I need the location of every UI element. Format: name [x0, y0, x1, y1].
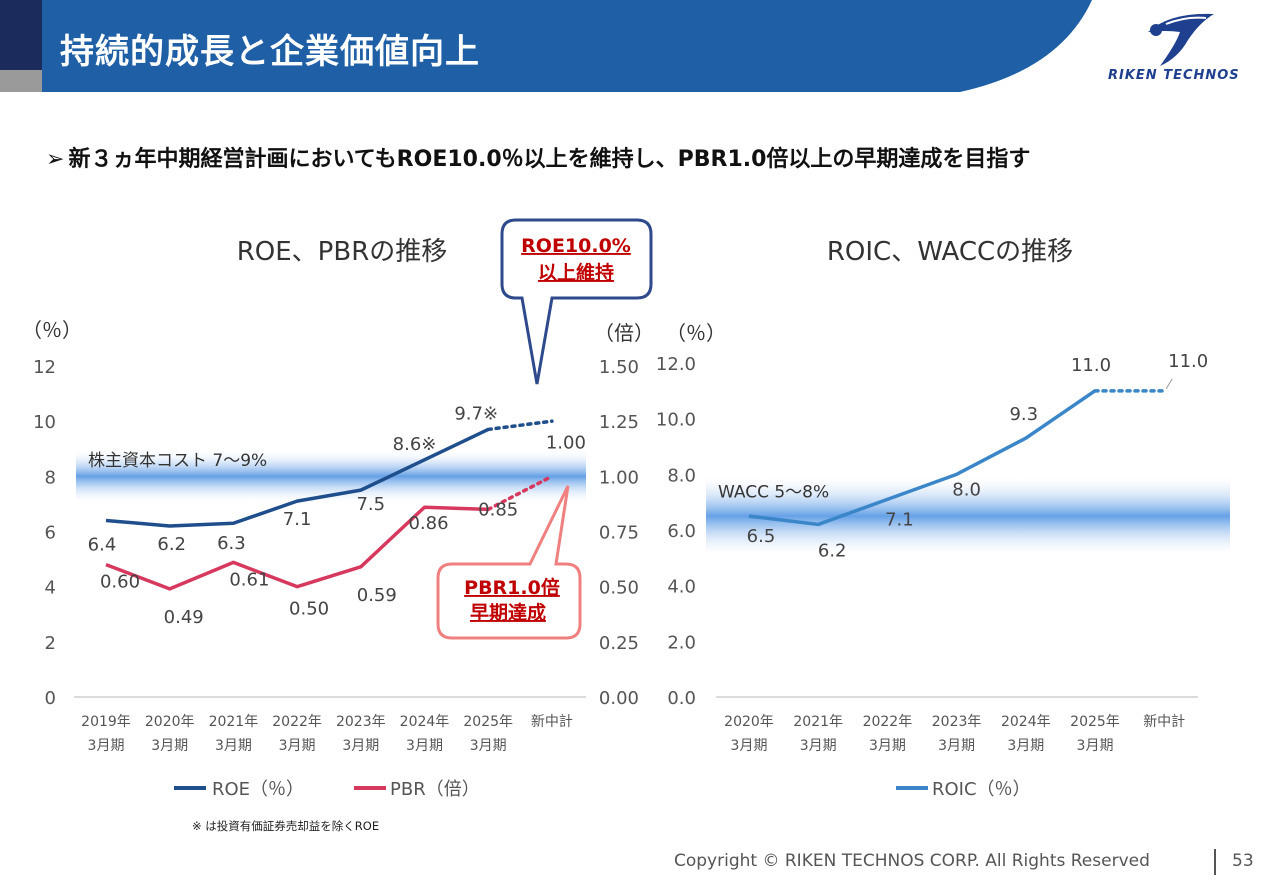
roe-callout: ROE10.0% 以上維持: [500, 218, 653, 385]
legend-roic-label: ROIC（％）: [932, 779, 1031, 800]
chart-title: ROIC、WACCの推移: [827, 237, 1073, 267]
category-label: 2023年 3月期: [336, 714, 386, 754]
category-label: 2024年 3月期: [1001, 714, 1051, 754]
category-label: 2025年 3月期: [1070, 714, 1120, 754]
category-label: 新中計: [1143, 714, 1185, 730]
roe-callout-line-2: 以上維持: [538, 261, 614, 284]
category-label: 新中計: [531, 714, 573, 730]
roe-data-label: 6.3: [217, 533, 246, 554]
left-tick-label: 6: [45, 523, 56, 544]
left-tick-label: 8.0: [667, 465, 696, 486]
page-number: 53: [1232, 851, 1254, 871]
roic-data-label: 6.5: [747, 526, 776, 547]
company-logo-icon: [1148, 13, 1214, 66]
legend-pbr-label: PBR（倍）: [390, 779, 480, 800]
left-tick-label: 4: [45, 578, 56, 599]
roe-pbr-chart: ROE、PBRの推移 （％） （倍） 株主資本コスト 7〜9% 0 2 4 6 8 10 1…: [22, 218, 654, 800]
left-tick-label: 2.0: [667, 632, 696, 653]
roic-data-label: 6.2: [818, 540, 847, 561]
category-label: 2022年 3月期: [863, 714, 913, 754]
roe-data-label: 8.6※: [393, 434, 437, 455]
roic-data-label: 8.0: [952, 479, 981, 500]
band-label: WACC 5〜8%: [718, 482, 829, 502]
roic-wacc-chart: ROIC、WACCの推移 （％） WACC 5〜8% 0.0 2.0 4.0 6.0 8…: [656, 237, 1230, 800]
pbr-data-label: 0.49: [164, 607, 204, 628]
roe-data-label: 7.1: [283, 509, 312, 530]
header-bar: [0, 0, 1092, 92]
roe-data-label: 7.5: [356, 494, 385, 515]
pbr-data-label: 0.61: [229, 569, 269, 590]
pbr-data-label: 0.50: [289, 599, 329, 620]
right-tick-label: 0.00: [599, 688, 639, 709]
category-label: 2023年 3月期: [932, 714, 982, 754]
roic-line: [748, 389, 1096, 527]
category-label: 2020年 3月期: [724, 714, 774, 754]
left-tick-label: 0.0: [667, 688, 696, 709]
footnote: ※ は投資有価証券売却益を除くROE: [192, 819, 380, 833]
left-tick-label: 4.0: [667, 577, 696, 598]
legend-roe-label: ROE（％）: [212, 779, 304, 800]
wacc-band: [706, 474, 1230, 558]
roic-data-label: 7.1: [885, 509, 914, 530]
category-label: 2019年 3月期: [81, 714, 131, 754]
page-separator: [1214, 849, 1216, 875]
headline-text: 新３ヵ年中期経営計画においてもROE10.0％以上を維持し、PBR1.0倍以上の…: [68, 147, 1031, 172]
category-label: 2021年 3月期: [209, 714, 259, 754]
label-leader-line: [1165, 378, 1173, 390]
left-tick-label: 10: [33, 412, 56, 433]
pbr-callout: PBR1.0倍 早期達成: [436, 485, 582, 640]
left-tick-label: 6.0: [667, 521, 696, 542]
pbr-data-label: 0.85: [478, 499, 518, 520]
right-axis-unit-label: （倍）: [594, 321, 654, 345]
roe-data-label: 9.7※: [454, 403, 498, 424]
roic-data-label: 11.0: [1071, 355, 1111, 376]
right-tick-label: 0.75: [599, 523, 639, 544]
pbr-data-label: 0.59: [357, 585, 397, 606]
left-tick-label: 8: [45, 467, 56, 488]
roe-data-label: 6.4: [88, 534, 117, 555]
pbr-data-label: 0.60: [100, 572, 140, 593]
pbr-callout-line-2: 早期達成: [470, 601, 546, 624]
pbr-data-label: 1.00: [546, 432, 586, 453]
roe-line: [105, 427, 489, 528]
right-tick-label: 0.50: [599, 578, 639, 599]
pbr-data-label: 0.86: [408, 513, 448, 534]
left-tick-label: 0: [45, 688, 56, 709]
arrow-bullet-icon: ➢: [46, 147, 65, 172]
right-tick-label: 1.50: [599, 357, 639, 378]
band-label: 株主資本コスト 7〜9%: [88, 451, 267, 471]
left-tick-label: 10.0: [656, 410, 696, 431]
right-tick-label: 1.25: [599, 412, 639, 433]
pbr-target-segment: [486, 474, 554, 512]
logo-text: RIKEN TECHNOS: [1108, 68, 1240, 83]
headline: ➢ 新３ヵ年中期経営計画においてもROE10.0％以上を維持し、PBR1.0倍以上…: [46, 141, 1030, 173]
roe-target-segment: [486, 419, 554, 432]
roic-data-label: 9.3: [1009, 404, 1038, 425]
pbr-line: [105, 505, 489, 591]
roic-data-label: 11.0: [1168, 351, 1208, 372]
category-label: 2022年 3月期: [272, 714, 322, 754]
chart-title: ROE、PBRの推移: [237, 237, 448, 267]
right-tick-label: 1.00: [599, 467, 639, 488]
right-tick-label: 0.25: [599, 633, 639, 654]
category-label: 2020年 3月期: [145, 714, 195, 754]
left-axis-unit-label: （％）: [666, 321, 726, 345]
left-tick-label: 12.0: [656, 354, 696, 375]
roe-data-label: 6.2: [157, 534, 186, 555]
page-title: 持続的成長と企業価値向上: [60, 32, 480, 72]
roe-callout-line-1: ROE10.0%: [521, 235, 631, 257]
pbr-callout-line-1: PBR1.0倍: [464, 576, 560, 599]
copyright: Copyright © RIKEN TECHNOS CORP. All Righ…: [674, 851, 1150, 871]
category-label: 2025年 3月期: [463, 714, 513, 754]
left-tick-label: 2: [45, 633, 56, 654]
left-tick-label: 12: [33, 357, 56, 378]
category-label: 2024年 3月期: [400, 714, 450, 754]
category-label: 2021年 3月期: [793, 714, 843, 754]
left-axis-unit-label: （％）: [22, 318, 82, 342]
